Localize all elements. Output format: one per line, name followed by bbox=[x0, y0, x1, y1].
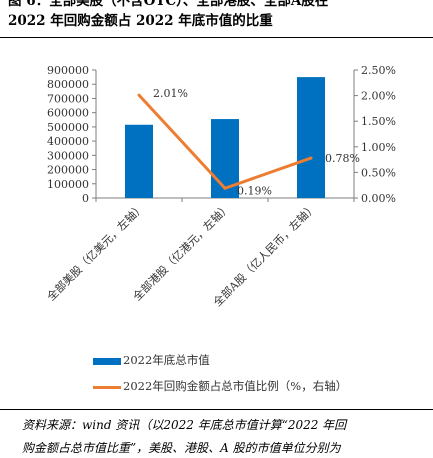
right-tick-label: 2.00% bbox=[361, 90, 396, 103]
left-tick-label: 0 bbox=[82, 192, 89, 205]
data-label-buyback-ratio: 2.01% bbox=[153, 87, 188, 100]
line-point bbox=[223, 186, 227, 190]
right-tick-label: 0.50% bbox=[361, 166, 396, 179]
data-label-buyback-ratio: 0.78% bbox=[325, 152, 360, 165]
bar-market-cap bbox=[125, 124, 153, 198]
left-tick-label: 800000 bbox=[47, 78, 89, 91]
line-point bbox=[309, 156, 313, 160]
right-tick-label: 2.50% bbox=[361, 64, 396, 77]
figure-title-line-2: 2022 年回购金额占 2022 年底市值的比重 bbox=[8, 13, 273, 29]
legend-item-market-cap: 2022年底总市值 bbox=[93, 352, 210, 368]
bar-market-cap bbox=[297, 77, 325, 198]
legend-bar-swatch bbox=[93, 357, 121, 365]
legend-label-market-cap: 2022年底总市值 bbox=[123, 353, 210, 367]
left-tick-label: 100000 bbox=[47, 178, 89, 191]
legend-label-buyback-ratio: 2022年回购金额占总市值比例（%，右轴） bbox=[123, 379, 348, 393]
left-tick-label: 200000 bbox=[47, 164, 89, 177]
left-tick-label: 900000 bbox=[47, 64, 89, 77]
top-rule bbox=[0, 37, 433, 38]
legend-item-buyback-ratio: 2022年回购金额占总市值比例（%，右轴） bbox=[93, 378, 347, 394]
data-label-buyback-ratio: 0.19% bbox=[237, 184, 272, 197]
source-note-line-2: 购金额占总市值比重”，美股、港股、A 股的市值单位分别为 bbox=[22, 441, 341, 455]
figure-title-line-1: 图 6：全部美股（不含OTC）、全部港股、全部A股在 bbox=[8, 0, 329, 9]
source-note-line-1: 资料来源：wind 资讯（以2022 年底总市值计算“2022 年回 bbox=[22, 418, 347, 432]
right-tick-label: 0.00% bbox=[361, 192, 396, 205]
line-point bbox=[137, 93, 141, 97]
bottom-rule bbox=[0, 409, 433, 410]
left-tick-label: 300000 bbox=[47, 149, 89, 162]
category-label: 全部美股（亿美元，左轴） bbox=[44, 200, 147, 303]
left-tick-label: 400000 bbox=[47, 135, 89, 148]
left-tick-label: 700000 bbox=[47, 92, 89, 105]
right-tick-label: 1.00% bbox=[361, 141, 396, 154]
legend-line-swatch bbox=[93, 385, 121, 389]
right-tick-label: 1.50% bbox=[361, 115, 396, 128]
category-label: 全部港股（亿港元，左轴） bbox=[130, 200, 233, 303]
left-tick-label: 500000 bbox=[47, 121, 89, 134]
left-tick-label: 600000 bbox=[47, 107, 89, 120]
